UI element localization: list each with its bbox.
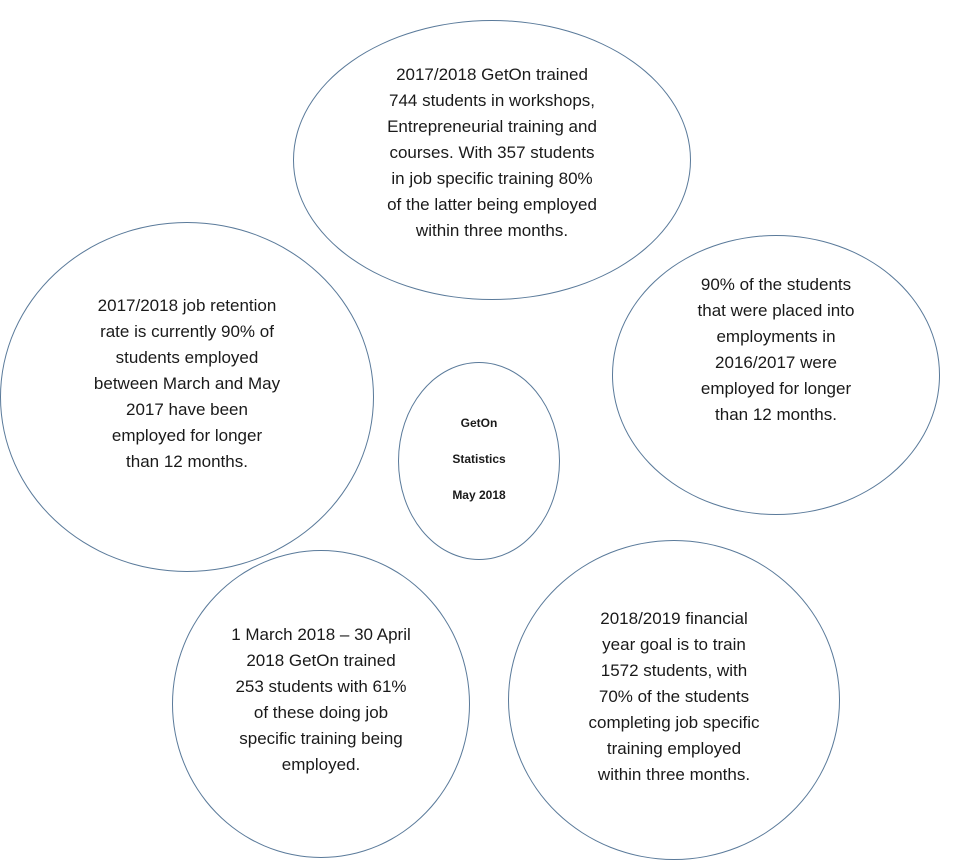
- center-title: GetOn Statistics May 2018: [452, 416, 506, 502]
- bubble-center: [398, 362, 560, 560]
- bubble-right-text: 90% of the students that were placed int…: [697, 275, 855, 424]
- bubble-right: [612, 235, 940, 515]
- bubble-top: [293, 20, 691, 300]
- bubble-bottom-right: [508, 540, 840, 860]
- bubble-bottom-right-text: 2018/2019 financial year goal is to trai…: [588, 609, 760, 784]
- bubble-left-text: 2017/2018 job retention rate is currentl…: [93, 296, 281, 471]
- bubble-left: [0, 222, 374, 572]
- bubble-top-text: 2017/2018 GetOn trained 744 students in …: [387, 65, 597, 240]
- bubble-bottom-left-text: 1 March 2018 – 30 April 2018 GetOn train…: [231, 625, 411, 774]
- bubble-bottom-left: [172, 550, 470, 858]
